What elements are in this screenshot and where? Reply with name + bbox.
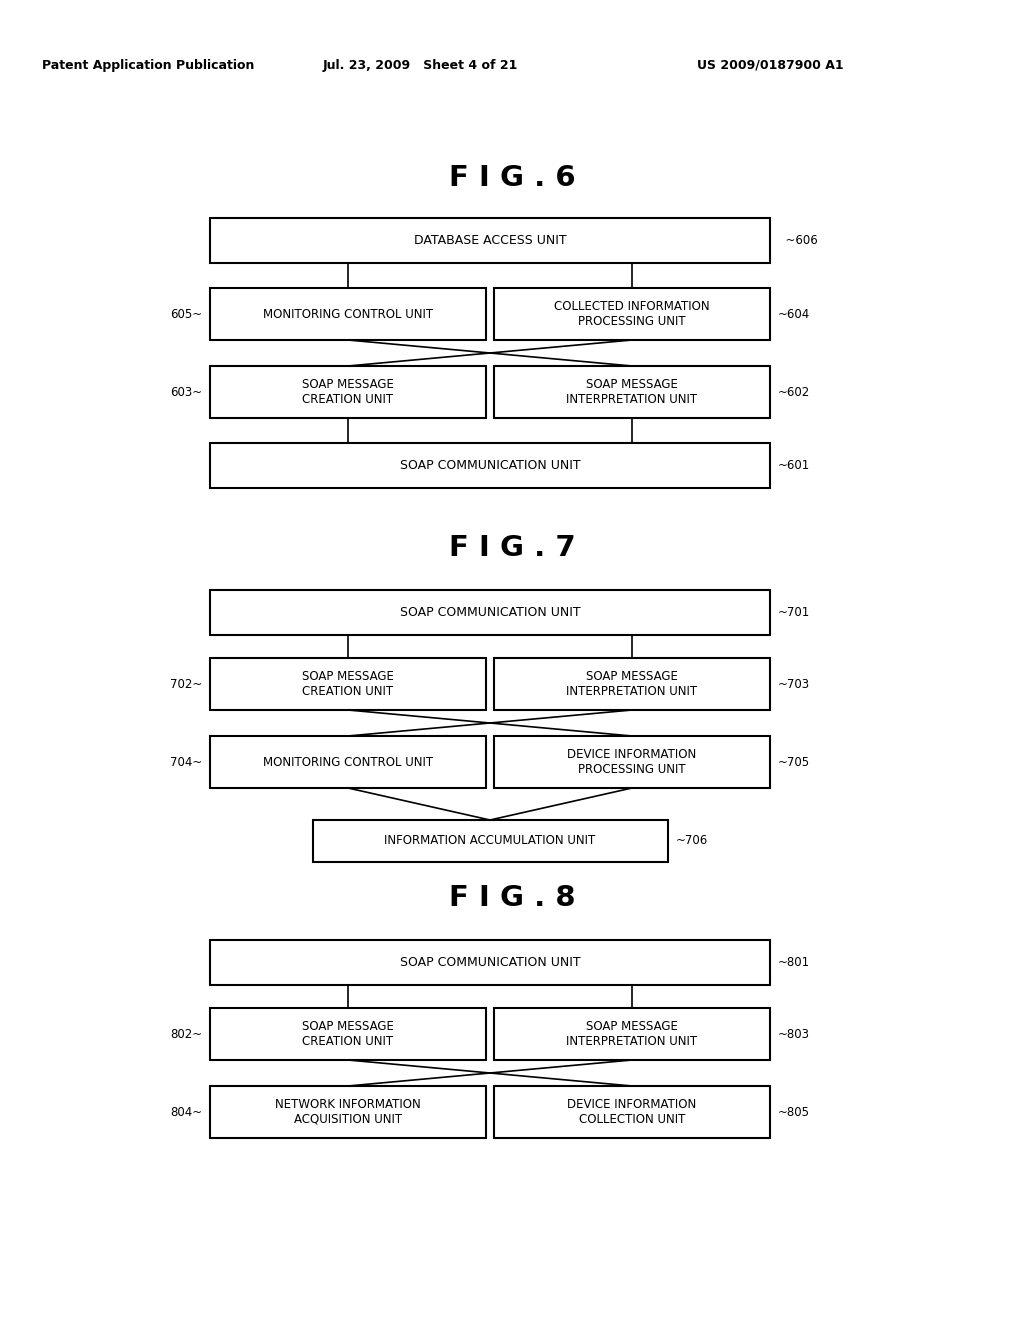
Text: DEVICE INFORMATION
COLLECTION UNIT: DEVICE INFORMATION COLLECTION UNIT: [567, 1098, 696, 1126]
Bar: [210, 366, 486, 418]
Text: NETWORK INFORMATION
ACQUISITION UNIT: NETWORK INFORMATION ACQUISITION UNIT: [275, 1098, 421, 1126]
Text: ~703: ~703: [778, 677, 810, 690]
Text: ~801: ~801: [778, 956, 810, 969]
Bar: [210, 288, 486, 341]
Text: 704~: 704~: [170, 755, 202, 768]
Bar: [210, 444, 770, 488]
Text: ~604: ~604: [778, 308, 810, 321]
Text: ~705: ~705: [778, 755, 810, 768]
Text: INFORMATION ACCUMULATION UNIT: INFORMATION ACCUMULATION UNIT: [384, 834, 596, 847]
Text: DATABASE ACCESS UNIT: DATABASE ACCESS UNIT: [414, 234, 566, 247]
Text: SOAP MESSAGE
INTERPRETATION UNIT: SOAP MESSAGE INTERPRETATION UNIT: [566, 378, 697, 407]
Text: ~606: ~606: [778, 234, 818, 247]
Text: 702~: 702~: [170, 677, 202, 690]
Bar: [494, 288, 770, 341]
Text: ~803: ~803: [778, 1027, 810, 1040]
Text: Patent Application Publication: Patent Application Publication: [42, 58, 254, 71]
Text: ~701: ~701: [778, 606, 810, 619]
Bar: [210, 1086, 486, 1138]
Bar: [494, 737, 770, 788]
Text: MONITORING CONTROL UNIT: MONITORING CONTROL UNIT: [263, 308, 433, 321]
Text: F I G . 8: F I G . 8: [449, 884, 575, 912]
Text: ~601: ~601: [778, 459, 810, 473]
Bar: [210, 1008, 486, 1060]
Text: 605~: 605~: [170, 308, 202, 321]
Text: SOAP COMMUNICATION UNIT: SOAP COMMUNICATION UNIT: [399, 606, 581, 619]
Bar: [210, 940, 770, 985]
Text: F I G . 6: F I G . 6: [449, 164, 575, 191]
Text: ~602: ~602: [778, 385, 810, 399]
Text: SOAP COMMUNICATION UNIT: SOAP COMMUNICATION UNIT: [399, 956, 581, 969]
Text: SOAP MESSAGE
CREATION UNIT: SOAP MESSAGE CREATION UNIT: [302, 1020, 394, 1048]
Bar: [494, 366, 770, 418]
Text: SOAP MESSAGE
INTERPRETATION UNIT: SOAP MESSAGE INTERPRETATION UNIT: [566, 671, 697, 698]
Text: 804~: 804~: [170, 1106, 202, 1118]
Text: ~805: ~805: [778, 1106, 810, 1118]
Bar: [210, 590, 770, 635]
Bar: [494, 657, 770, 710]
Text: 603~: 603~: [170, 385, 202, 399]
Bar: [210, 218, 770, 263]
Text: Jul. 23, 2009   Sheet 4 of 21: Jul. 23, 2009 Sheet 4 of 21: [323, 58, 518, 71]
Text: MONITORING CONTROL UNIT: MONITORING CONTROL UNIT: [263, 755, 433, 768]
Text: ~706: ~706: [676, 834, 708, 847]
Bar: [210, 737, 486, 788]
Text: SOAP MESSAGE
CREATION UNIT: SOAP MESSAGE CREATION UNIT: [302, 671, 394, 698]
Text: SOAP COMMUNICATION UNIT: SOAP COMMUNICATION UNIT: [399, 459, 581, 473]
Text: DEVICE INFORMATION
PROCESSING UNIT: DEVICE INFORMATION PROCESSING UNIT: [567, 748, 696, 776]
Bar: [494, 1086, 770, 1138]
Text: COLLECTED INFORMATION
PROCESSING UNIT: COLLECTED INFORMATION PROCESSING UNIT: [554, 300, 710, 327]
Bar: [210, 657, 486, 710]
Text: US 2009/0187900 A1: US 2009/0187900 A1: [696, 58, 844, 71]
Text: SOAP MESSAGE
INTERPRETATION UNIT: SOAP MESSAGE INTERPRETATION UNIT: [566, 1020, 697, 1048]
Text: SOAP MESSAGE
CREATION UNIT: SOAP MESSAGE CREATION UNIT: [302, 378, 394, 407]
Bar: [312, 820, 668, 862]
Text: 802~: 802~: [170, 1027, 202, 1040]
Text: F I G . 7: F I G . 7: [449, 535, 575, 562]
Bar: [494, 1008, 770, 1060]
